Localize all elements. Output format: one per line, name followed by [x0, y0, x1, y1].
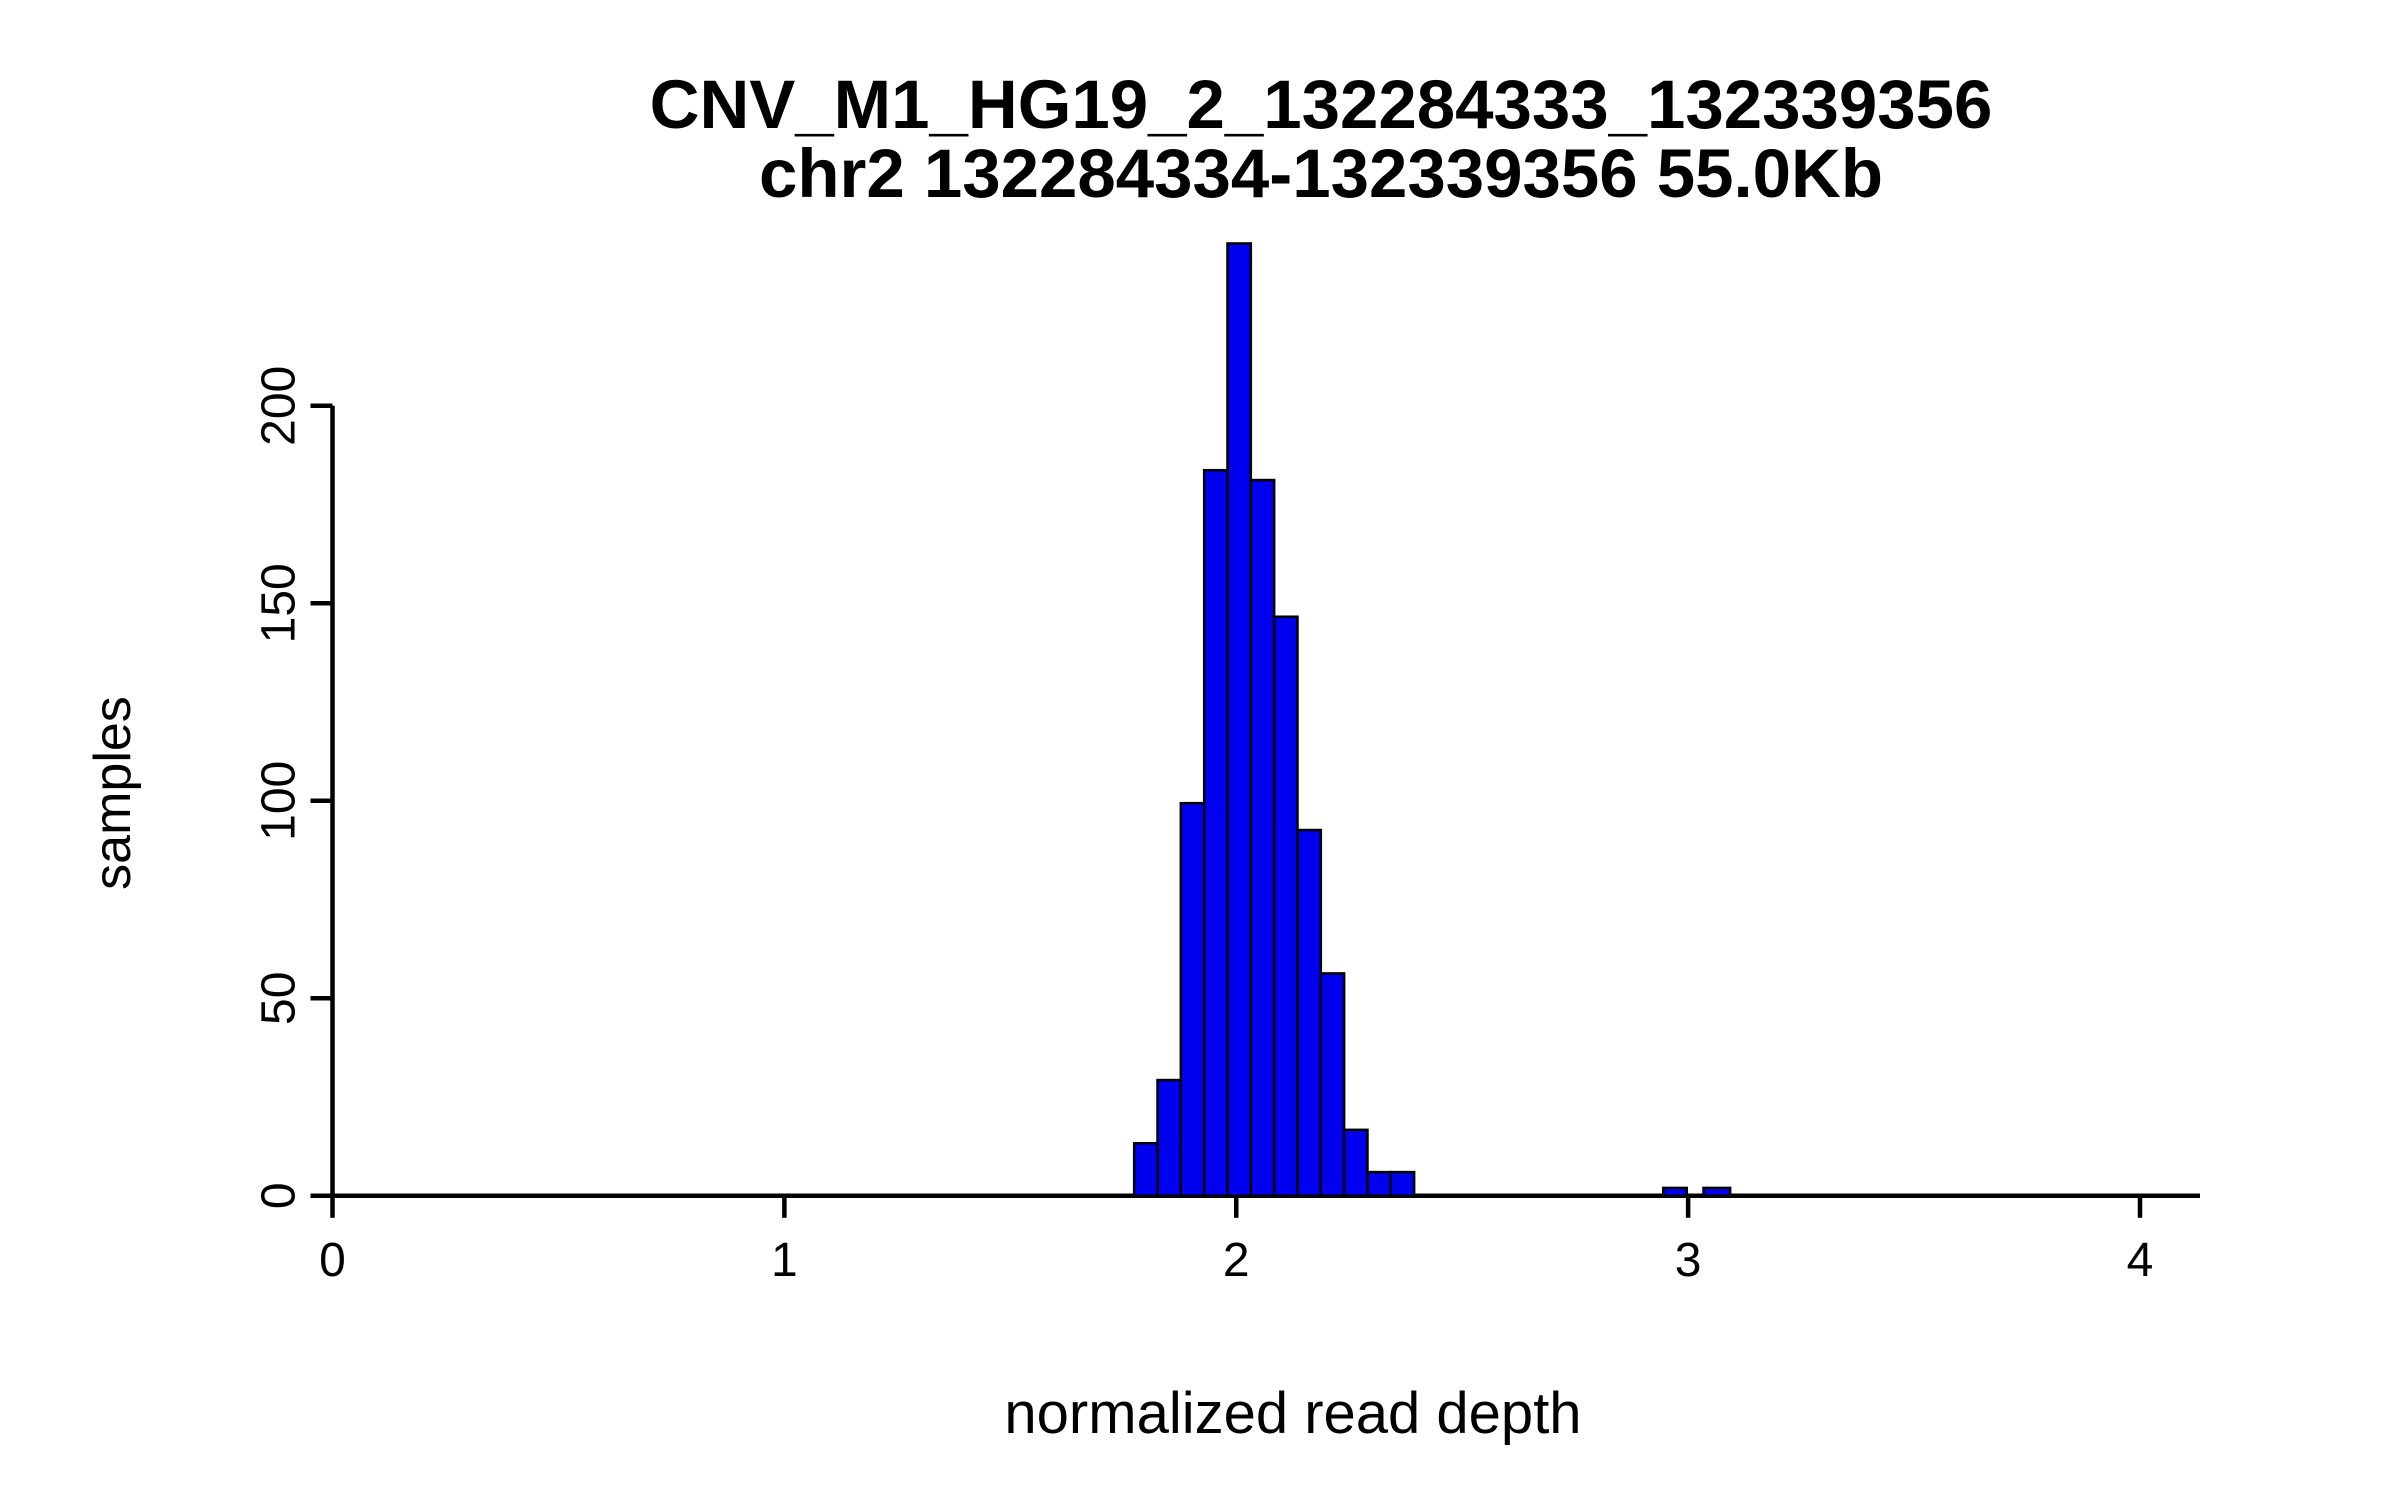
svg-text:3: 3 — [1675, 1234, 1702, 1287]
svg-text:samples: samples — [84, 696, 142, 890]
svg-text:50: 50 — [253, 972, 306, 1025]
svg-text:chr2 132284334-132339356 55.0K: chr2 132284334-132339356 55.0Kb — [759, 135, 1883, 212]
svg-text:100: 100 — [253, 761, 306, 841]
svg-text:normalized read depth: normalized read depth — [1004, 1381, 1581, 1446]
svg-text:4: 4 — [2127, 1234, 2154, 1287]
svg-text:CNV_M1_HG19_2_132284333_132339: CNV_M1_HG19_2_132284333_132339356 — [650, 66, 1993, 143]
svg-text:0: 0 — [253, 1182, 306, 1209]
svg-text:2: 2 — [1223, 1234, 1250, 1287]
svg-text:150: 150 — [253, 563, 306, 643]
svg-text:1: 1 — [771, 1234, 798, 1287]
svg-text:200: 200 — [253, 366, 306, 446]
svg-text:0: 0 — [319, 1234, 346, 1287]
